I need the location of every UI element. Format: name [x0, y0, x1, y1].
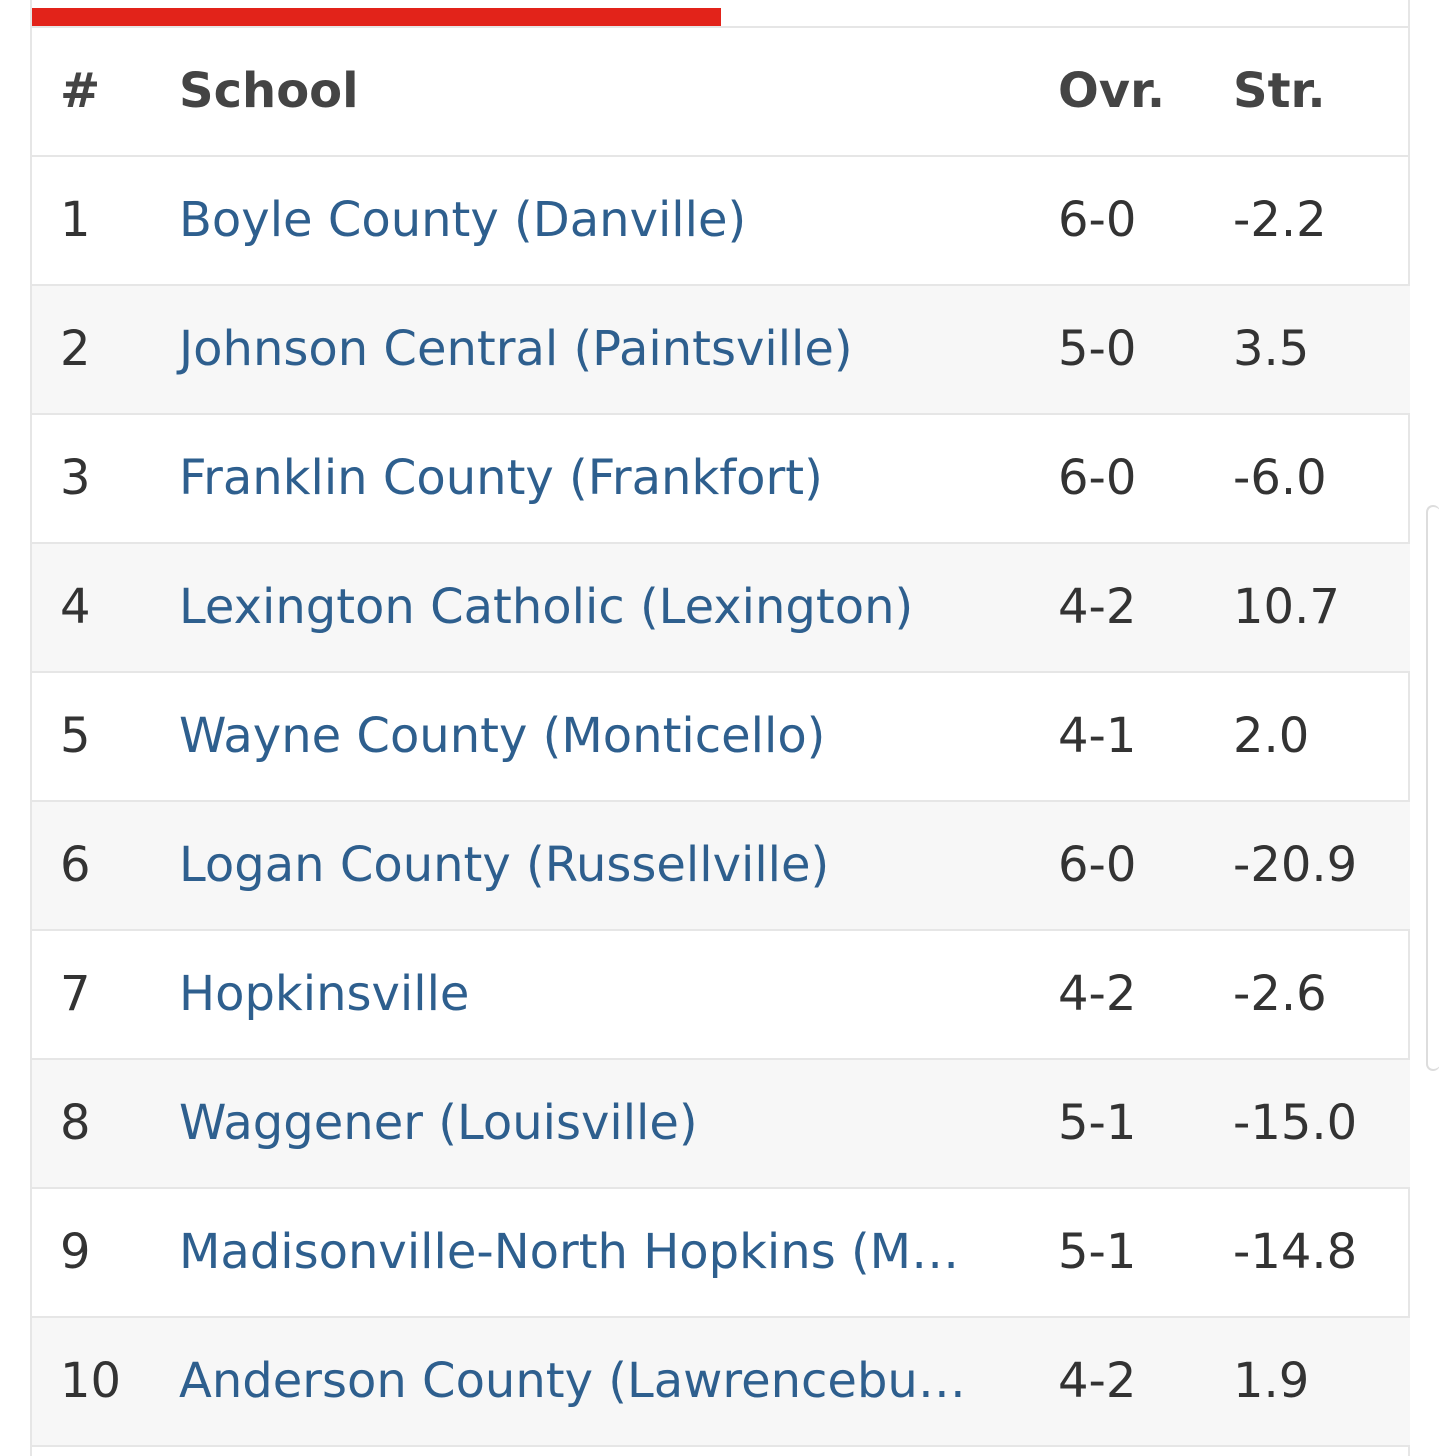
school[interactable]: Anderson County (Lawrencebu…	[179, 1353, 966, 1409]
table-frame	[30, 0, 1410, 1456]
school-header[interactable]: School	[179, 63, 359, 119]
team-row: 10 Anderson County (Lawrencebu… 4-2 1.9	[32, 1318, 1410, 1447]
strength: 1.9	[1233, 1353, 1310, 1409]
overall-record-header[interactable]: Ovr.	[1058, 63, 1166, 119]
overall-record: 5-1	[1058, 1224, 1137, 1280]
team-row: 9 Madisonville-North Hopkins (M… 5-1 -14.8	[32, 1189, 1410, 1318]
overall-record: 6-0	[1058, 837, 1137, 893]
team-row: 8 Waggener (Louisville) 5-1 -15.0	[32, 1060, 1410, 1189]
rank: 5	[60, 708, 91, 764]
header-row: # School Ovr. Str.	[32, 28, 1410, 157]
overall-record: 4-2	[1058, 579, 1137, 635]
team-row: 1 Boyle County (Danville) 6-0 -2.2	[32, 157, 1410, 286]
strength: 2.0	[1233, 708, 1310, 764]
team-row: 2 Johnson Central (Paintsville) 5-0 3.5	[32, 286, 1410, 415]
strength: -20.9	[1233, 837, 1358, 893]
school[interactable]: Hopkinsville	[179, 966, 470, 1022]
rank: 3	[60, 450, 91, 506]
school[interactable]: Lexington Catholic (Lexington)	[179, 579, 914, 635]
rank: 6	[60, 837, 91, 893]
team-row: 3 Franklin County (Frankfort) 6-0 -6.0	[32, 415, 1410, 544]
rank-header: #	[60, 63, 101, 119]
scrollbar	[1426, 505, 1439, 1071]
rank: 9	[60, 1224, 91, 1280]
school[interactable]: Johnson Central (Paintsville)	[179, 321, 853, 377]
strength: 10.7	[1233, 579, 1340, 635]
school[interactable]: Madisonville-North Hopkins (M…	[179, 1224, 960, 1280]
overall-record: 5-0	[1058, 321, 1137, 377]
overall-record: 4-2	[1058, 966, 1137, 1022]
rank: 4	[60, 579, 91, 635]
school[interactable]: Boyle County (Danville)	[179, 192, 747, 248]
divider	[32, 26, 1410, 28]
strength: -14.8	[1233, 1224, 1358, 1280]
rank: 10	[60, 1353, 122, 1409]
strength: -6.0	[1233, 450, 1327, 506]
school[interactable]: Waggener (Louisville)	[179, 1095, 698, 1151]
overall-record: 6-0	[1058, 192, 1137, 248]
school[interactable]: Wayne County (Monticello)	[179, 708, 826, 764]
team-row: 7 Hopkinsville 4-2 -2.6	[32, 931, 1410, 1060]
team-row: 4 Lexington Catholic (Lexington) 4-2 10.7	[32, 544, 1410, 673]
overall-record: 4-2	[1058, 1353, 1137, 1409]
rank: 1	[60, 192, 91, 248]
overall-record: 5-1	[1058, 1095, 1137, 1151]
team-row: 6 Logan County (Russellville) 6-0 -20.9	[32, 802, 1410, 931]
overall-record: 4-1	[1058, 708, 1137, 764]
rank: 7	[60, 966, 91, 1022]
strength: -15.0	[1233, 1095, 1358, 1151]
team-row: 5 Wayne County (Monticello) 4-1 2.0	[32, 673, 1410, 802]
school[interactable]: Franklin County (Frankfort)	[179, 450, 823, 506]
strength: -2.6	[1233, 966, 1327, 1022]
active-tab-indicator	[32, 8, 721, 26]
strength: -2.2	[1233, 192, 1327, 248]
rank: 2	[60, 321, 91, 377]
strength-header[interactable]: Str.	[1233, 63, 1326, 119]
overall-record: 6-0	[1058, 450, 1137, 506]
school[interactable]: Logan County (Russellville)	[179, 837, 830, 893]
rank: 8	[60, 1095, 91, 1151]
strength: 3.5	[1233, 321, 1310, 377]
